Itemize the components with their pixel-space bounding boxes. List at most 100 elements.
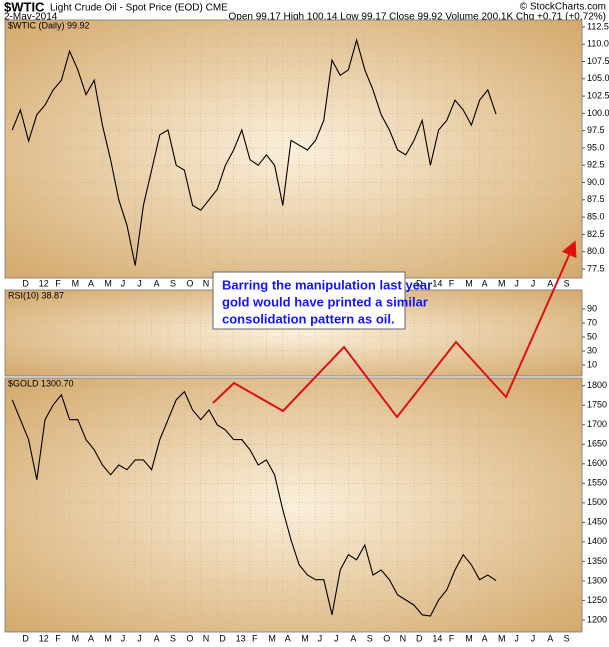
price-line — [11, 390, 497, 617]
y-tick-label: 105.0 — [587, 73, 609, 83]
x-tick-label: A — [285, 633, 291, 643]
x-tick-label: J — [514, 278, 519, 288]
y-tick-label: 1300 — [587, 575, 607, 585]
annotation-line: gold would have printed a similar — [222, 294, 428, 309]
y-tick-label: 1350 — [587, 556, 607, 566]
y-tick-label: 77.5 — [587, 263, 605, 273]
x-tick-label: F — [55, 633, 61, 643]
x-tick-label: J — [121, 278, 126, 288]
x-tick-label: A — [154, 633, 160, 643]
y-tick-label: 90.0 — [587, 177, 605, 187]
panel-background — [4, 377, 583, 633]
x-tick-label: S — [170, 633, 176, 643]
x-tick-label: J — [318, 633, 323, 643]
x-tick-label: M — [72, 278, 80, 288]
x-tick-label: A — [88, 278, 94, 288]
x-tick-label: A — [547, 278, 553, 288]
y-tick-label: 112.5 — [587, 21, 609, 31]
x-tick-label: S — [564, 633, 570, 643]
y-tick-label: 70 — [587, 317, 597, 327]
x-tick-label: S — [564, 278, 570, 288]
y-tick-label: 80.0 — [587, 246, 605, 256]
credit: © StockCharts.com — [520, 2, 606, 13]
x-tick-label: J — [531, 633, 536, 643]
x-tick-label: D — [416, 633, 423, 643]
x-tick-label: O — [186, 633, 193, 643]
price-line — [11, 38, 497, 266]
x-tick-label: A — [482, 633, 488, 643]
x-tick-label: N — [203, 633, 210, 643]
annotation-line: consolidation pattern as oil. — [222, 311, 395, 326]
x-tick-label: S — [367, 633, 373, 643]
date: 2-May-2014 — [4, 12, 58, 23]
x-tick-label: F — [252, 633, 258, 643]
x-tick-label: M — [498, 278, 506, 288]
x-tick-label: F — [449, 633, 455, 643]
x-tick-label: 14 — [432, 633, 442, 643]
x-tick-label: D — [22, 633, 29, 643]
annotation-line: Barring the manipulation last year — [222, 277, 432, 292]
panel-legend: $WTIC (Daily) 99.92 — [8, 20, 90, 30]
panels: 77.5 80.0 82.5 85.0 87.5 90.0 92.5 95.0 97.5 100.… — [4, 19, 609, 643]
x-tick-label: J — [531, 278, 536, 288]
x-tick-label: D — [219, 633, 226, 643]
x-tick-label: 12 — [39, 633, 49, 643]
panel-background — [4, 19, 583, 279]
y-tick-label: 1500 — [587, 497, 607, 507]
x-tick-label: A — [154, 278, 160, 288]
x-tick-label: J — [334, 633, 339, 643]
x-tick-label: J — [514, 633, 519, 643]
symbol: $WTIC — [4, 0, 45, 14]
y-tick-label: 1550 — [587, 478, 607, 488]
y-tick-label: 1650 — [587, 439, 607, 449]
y-tick-label: 85.0 — [587, 212, 605, 222]
y-tick-label: 102.5 — [587, 90, 609, 100]
x-tick-label: F — [449, 278, 455, 288]
y-tick-label: 97.5 — [587, 125, 605, 135]
y-tick-label: 1250 — [587, 595, 607, 605]
x-tick-label: M — [104, 278, 112, 288]
projection-line — [212, 240, 577, 419]
y-tick-label: 1450 — [587, 517, 607, 527]
x-tick-label: M — [104, 633, 112, 643]
y-tick-label: 1400 — [587, 536, 607, 546]
x-tick-label: A — [547, 633, 553, 643]
instrument-name: Light Crude Oil - Spot Price (EOD) CME — [50, 3, 228, 14]
x-tick-label: M — [465, 278, 473, 288]
x-tick-label: O — [186, 278, 193, 288]
y-tick-label: 90 — [587, 303, 597, 313]
x-tick-label: F — [55, 278, 61, 288]
x-tick-label: N — [203, 278, 210, 288]
annotation-box — [212, 271, 406, 330]
x-tick-label: A — [88, 633, 94, 643]
y-tick-label: 100.0 — [587, 108, 609, 118]
y-tick-label: 10 — [587, 359, 597, 369]
x-tick-label: M — [465, 633, 473, 643]
y-tick-label: 1200 — [587, 614, 607, 624]
y-tick-label: 107.5 — [587, 56, 609, 66]
x-tick-label: A — [350, 633, 356, 643]
x-tick-label: A — [482, 278, 488, 288]
x-tick-label: N — [400, 633, 407, 643]
panel-legend: $GOLD 1300.70 — [8, 378, 74, 388]
x-tick-label: J — [137, 633, 142, 643]
x-tick-label: M — [498, 633, 506, 643]
x-tick-label: 12 — [39, 278, 49, 288]
y-tick-label: 1600 — [587, 458, 607, 468]
y-tick-label: 87.5 — [587, 194, 605, 204]
x-tick-label: M — [72, 633, 80, 643]
x-tick-label: M — [301, 633, 309, 643]
quote: Open 99.17 High 100.14 Low 99.17 Close 9… — [229, 12, 607, 23]
y-tick-label: 95.0 — [587, 142, 605, 152]
x-tick-label: D — [22, 278, 29, 288]
x-tick-label: M — [268, 633, 276, 643]
panel-legend: RSI(10) 38.87 — [8, 290, 64, 300]
y-tick-label: 1700 — [587, 419, 607, 429]
x-tick-label: O — [383, 633, 390, 643]
y-tick-label: 30 — [587, 345, 597, 355]
y-tick-label: 82.5 — [587, 229, 605, 239]
x-tick-label: 14 — [432, 278, 442, 288]
x-tick-label: J — [137, 278, 142, 288]
x-tick-label: D — [416, 278, 423, 288]
y-tick-label: 92.5 — [587, 160, 605, 170]
